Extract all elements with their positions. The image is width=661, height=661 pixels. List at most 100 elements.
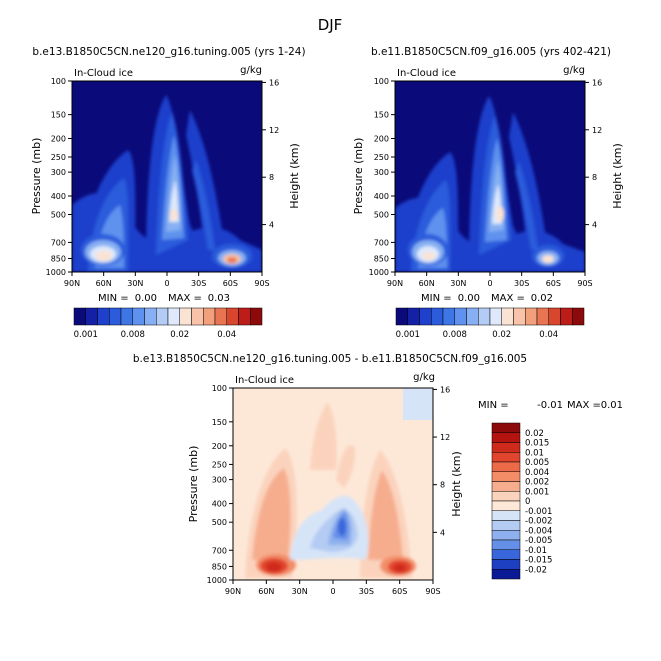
x-tick-label: 90N (387, 279, 403, 288)
panel-bottom-units: g/kg (413, 372, 435, 383)
panel-top-right-variable: In-Cloud ice (397, 68, 456, 79)
panel-top-right-title: b.e11.B1850C5CN.f09_g16.005 (yrs 402-421… (371, 46, 611, 58)
colorbar-swatch (144, 307, 157, 326)
panel-top-right-max-value: 0.02 (531, 293, 553, 304)
colorbar-swatch (395, 307, 408, 326)
y-tick-label: 250 (374, 153, 389, 162)
panel-bottom-min-label: MIN = (478, 400, 509, 411)
y-tick-label: 700 (374, 238, 389, 247)
y-tick-label: 700 (51, 238, 66, 247)
panel-top-right-max-label: MAX = (491, 293, 525, 304)
panel-bottom-max-label: MAX = (567, 400, 601, 411)
x-tick-label: 0 (330, 587, 335, 596)
x-tick-label: 30S (191, 279, 206, 288)
panel-bottom-ylabel: Pressure (mb) (187, 446, 200, 523)
colorbar-diff-label: -0.001 (525, 507, 552, 517)
panel-top-left-units: g/kg (240, 65, 262, 76)
colorbar-swatch (548, 307, 561, 326)
y-tick-label: 850 (374, 255, 389, 264)
panel-top-right-units: g/kg (563, 65, 585, 76)
y-tick-label: 100 (212, 384, 227, 393)
y-tick-label: 250 (51, 153, 66, 162)
colorbar-diff-label: 0.015 (525, 439, 549, 449)
y-tick-label: 1000 (207, 576, 227, 585)
panel-top-left-field (72, 81, 262, 272)
y-right-tick-label: 8 (269, 173, 274, 182)
panel-bottom-ylabel-right: Height (km) (450, 451, 463, 517)
colorbar-swatch (442, 307, 455, 326)
colorbar-diff-label: 0.02 (525, 429, 544, 439)
colorbar-swatch (489, 307, 502, 326)
x-tick-label: 30S (514, 279, 529, 288)
y-tick-label: 300 (212, 476, 227, 485)
y-right-tick-label: 4 (269, 221, 274, 230)
colorbar-diff-label: 0.005 (525, 458, 549, 468)
y-right-tick-label: 16 (592, 78, 602, 87)
colorbar-diff-swatch (491, 432, 521, 443)
colorbar-diff-swatch (491, 452, 521, 463)
panel-bottom-field (233, 388, 433, 580)
y-tick-label: 400 (212, 500, 227, 509)
y-tick-label: 150 (212, 418, 227, 427)
colorbar-swatch (97, 307, 110, 326)
colorbar-diff-label: 0.001 (525, 487, 549, 497)
y-tick-label: 500 (212, 518, 227, 527)
y-right-tick-label: 16 (440, 385, 450, 394)
colorbar-diff-swatch (491, 491, 521, 502)
colorbar-swatch (431, 307, 444, 326)
panel-bottom-variable: In-Cloud ice (235, 375, 294, 386)
colorbar-diff-label: 0.002 (525, 478, 549, 488)
panel-bottom-max-value: 0.01 (601, 400, 623, 411)
panel-top-left-variable: In-Cloud ice (74, 68, 133, 79)
y-right-tick-label: 4 (440, 528, 445, 537)
colorbar-top-left: 0.001 0.008 0.02 0.04 (74, 307, 263, 340)
x-tick-label: 30N (292, 587, 308, 596)
panel-top-left-axes: 100 150 200 250 300 400 500 700 850 1000 90N 60N 30N… (46, 77, 280, 288)
panel-bottom: b.e13.B1850C5CN.ne120_g16.tuning.005 - b… (133, 353, 623, 596)
x-tick-label: 90S (425, 587, 440, 596)
colorbar-swatch (179, 307, 192, 326)
colorbar-diff-swatch (491, 539, 521, 550)
panel-top-left-max-label: MAX = (168, 293, 202, 304)
panel-top-right-axes: 100 150 200 250 300 400 500 700 850 1000 90N 60N 30N… (369, 77, 603, 288)
y-tick-label: 250 (212, 460, 227, 469)
colorbar-swatch (132, 307, 145, 326)
colorbar-swatch (525, 307, 538, 326)
colorbar-swatch (454, 307, 467, 326)
y-tick-label: 400 (51, 192, 66, 201)
x-tick-label: 90N (64, 279, 80, 288)
x-tick-label: 60N (96, 279, 112, 288)
colorbar-label: 0.008 (443, 330, 467, 340)
colorbar-label: 0.04 (217, 330, 236, 340)
colorbar-label: 0.008 (121, 330, 145, 340)
colorbar-swatch (191, 307, 204, 326)
panel-top-left-title: b.e13.B1850C5CN.ne120_g16.tuning.005 (yr… (32, 46, 305, 58)
colorbar-label: 0.02 (492, 330, 511, 340)
x-tick-label: 60S (392, 587, 407, 596)
y-right-tick-label: 12 (592, 126, 602, 135)
colorbar-swatch (203, 307, 216, 326)
panel-top-right-ylabel: Pressure (mb) (352, 138, 365, 215)
y-right-tick-label: 8 (592, 173, 597, 182)
colorbar-diff-swatch (491, 520, 521, 531)
colorbar-swatch (250, 307, 263, 326)
colorbar-swatch (214, 307, 227, 326)
colorbar-swatch (572, 307, 585, 326)
y-tick-label: 400 (374, 192, 389, 201)
colorbar-swatch (466, 307, 479, 326)
colorbar-swatch (120, 307, 133, 326)
panel-bottom-axes: 100 150 200 250 300 400 500 700 850 1000 90N 60N 30N… (207, 384, 451, 596)
colorbar-label: 0.04 (539, 330, 558, 340)
y-right-tick-label: 4 (592, 221, 597, 230)
x-tick-label: 60S (546, 279, 561, 288)
panel-top-right-min-value: 0.00 (458, 293, 480, 304)
colorbar-label: 0.02 (170, 330, 189, 340)
colorbar-swatch (560, 307, 573, 326)
x-tick-label: 30S (359, 587, 374, 596)
panel-top-right-min-label: MIN = (421, 293, 452, 304)
y-tick-label: 700 (212, 546, 227, 555)
colorbar-swatch (167, 307, 180, 326)
colorbar-swatch (407, 307, 420, 326)
panel-top-left-ylabel-right: Height (km) (288, 143, 301, 209)
y-tick-label: 500 (374, 211, 389, 220)
